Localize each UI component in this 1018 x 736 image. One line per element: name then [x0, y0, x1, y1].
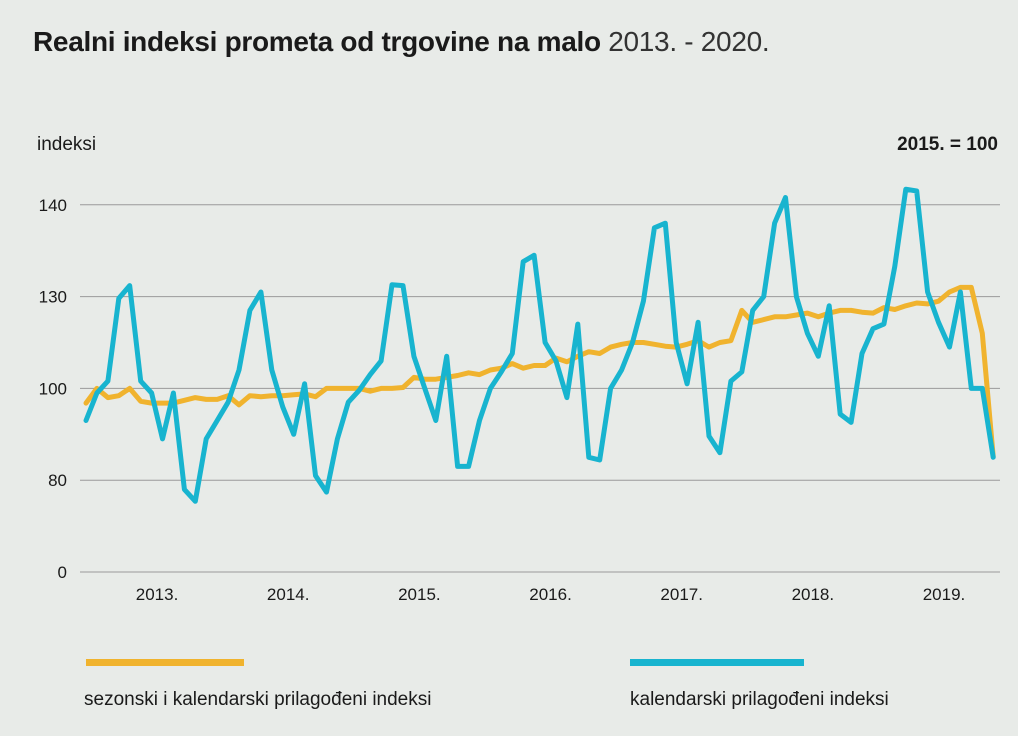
- y-tick-label: 140: [39, 196, 67, 215]
- x-tick-label: 2014.: [267, 585, 310, 604]
- legend-line-seasonal: [86, 659, 244, 666]
- chart-title-years: 2013. - 2020.: [608, 26, 770, 57]
- x-tick-label: 2013.: [136, 585, 179, 604]
- chart-title-main: Realni indeksi prometa od trgovine na ma…: [33, 26, 601, 57]
- series-line-seasonal: [83, 284, 996, 459]
- series-line-calendar: [83, 186, 996, 504]
- line-chart: 0 80 100 130 140 2013. 2014. 2015. 2016. 2017. 201…: [39, 186, 1000, 604]
- legend-label-calendar: kalendarski prilagođeni indeksi: [630, 689, 889, 710]
- chart-title: Realni indeksi prometa od trgovine na ma…: [33, 26, 770, 58]
- y-axis-unit-label: indeksi: [37, 134, 97, 155]
- x-tick-label: 2015.: [398, 585, 441, 604]
- y-tick-label: 130: [39, 288, 67, 307]
- legend-label-seasonal: sezonski i kalendarski prilagođeni indek…: [84, 689, 432, 710]
- x-tick-label: 2018.: [792, 585, 835, 604]
- x-tick-label: 2017.: [660, 585, 703, 604]
- x-tick-label: 2016.: [529, 585, 572, 604]
- legend-line-calendar: [630, 659, 804, 666]
- x-tick-label: 2019.: [923, 585, 966, 604]
- base-year-label: 2015. = 100: [897, 134, 998, 155]
- y-tick-label: 0: [58, 563, 67, 582]
- y-tick-label: 100: [39, 379, 67, 398]
- y-tick-label: 80: [48, 471, 67, 490]
